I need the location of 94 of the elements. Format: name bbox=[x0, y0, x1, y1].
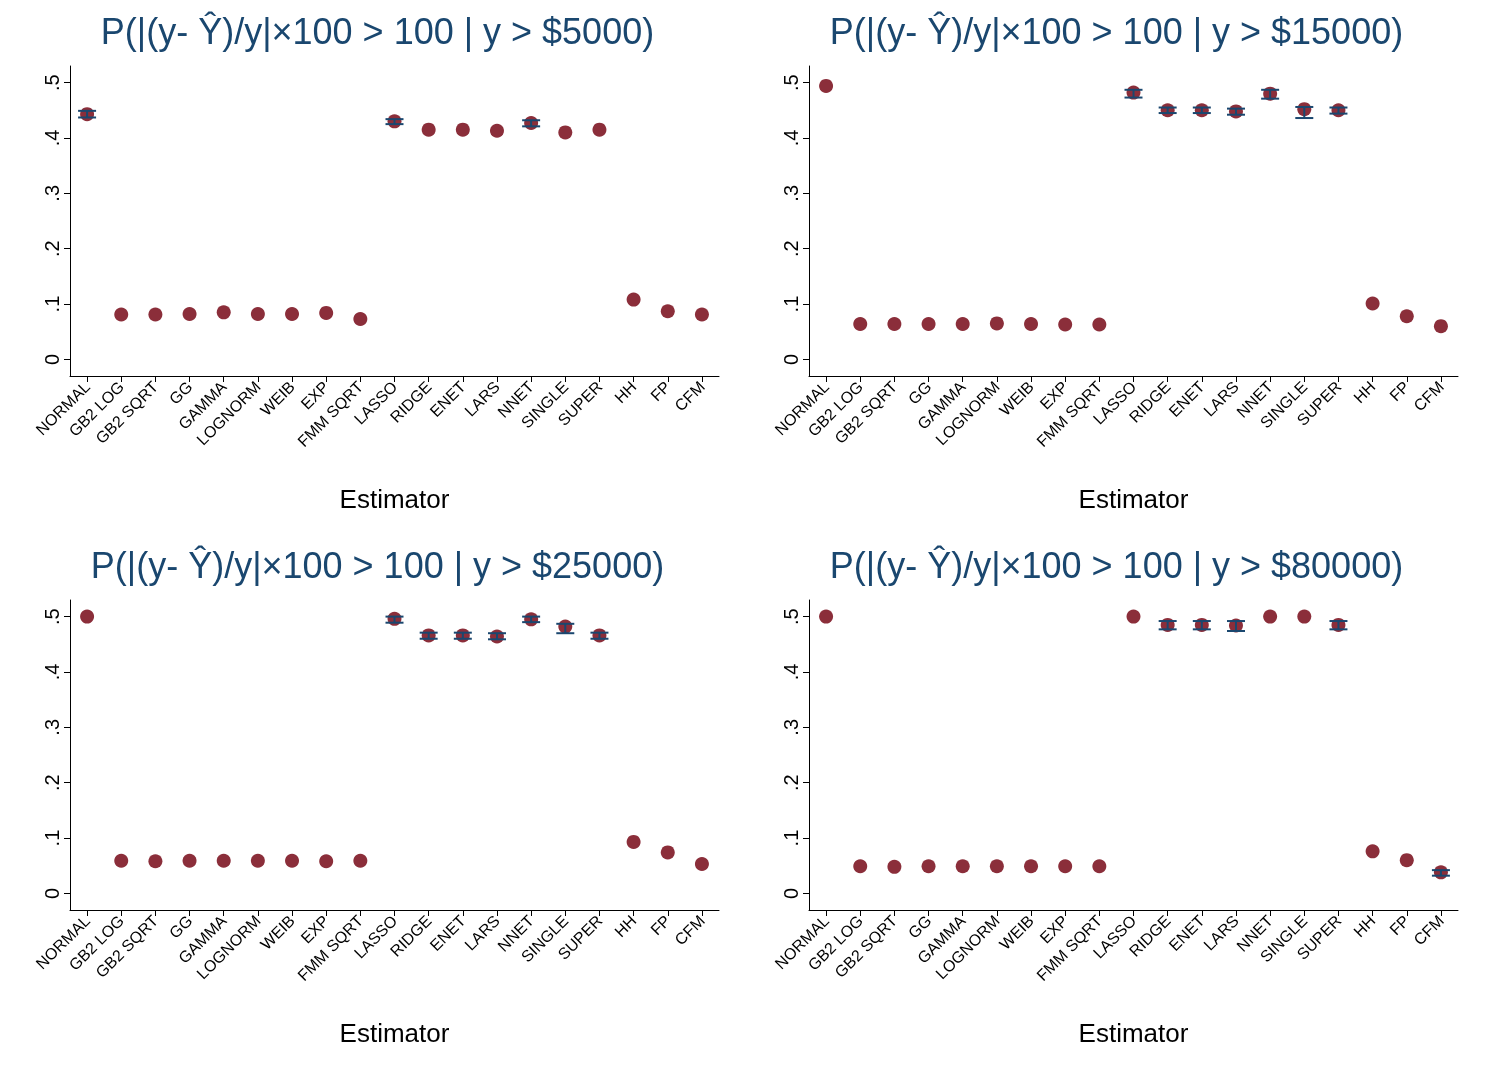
point bbox=[353, 311, 368, 326]
point bbox=[1365, 296, 1380, 311]
point bbox=[250, 307, 265, 321]
x-tick-label: FP bbox=[647, 911, 674, 939]
point bbox=[1058, 859, 1073, 874]
y-tick-label: 0 bbox=[780, 353, 802, 365]
y-tick-label: .1 bbox=[780, 829, 802, 847]
point bbox=[694, 857, 709, 872]
chart-title: P(|(y- Ŷ)/y|×100 > 100 | y > $15000) bbox=[829, 10, 1404, 52]
point bbox=[887, 859, 902, 874]
x-axis-title: Estimator bbox=[1078, 1018, 1189, 1048]
y-tick-label: .5 bbox=[780, 608, 802, 625]
y-tick-label: .3 bbox=[780, 184, 802, 202]
point bbox=[887, 316, 902, 331]
point bbox=[421, 122, 436, 137]
point bbox=[285, 307, 300, 321]
y-tick-label: .4 bbox=[41, 663, 63, 681]
y-tick-label: .1 bbox=[41, 829, 63, 847]
x-tick-label: HH bbox=[1350, 911, 1379, 941]
point bbox=[955, 859, 970, 874]
point bbox=[1024, 316, 1039, 331]
x-axis-title: Estimator bbox=[339, 484, 450, 514]
point bbox=[1365, 844, 1380, 859]
point bbox=[626, 292, 641, 307]
point bbox=[921, 859, 936, 874]
point bbox=[1297, 609, 1312, 624]
y-tick-label: .4 bbox=[780, 129, 802, 147]
point bbox=[114, 307, 129, 322]
x-axis-title: Estimator bbox=[1078, 484, 1189, 514]
point bbox=[660, 845, 675, 860]
point bbox=[853, 316, 868, 331]
point bbox=[989, 859, 1004, 874]
point bbox=[1058, 317, 1073, 332]
point bbox=[216, 853, 231, 868]
y-tick-label: .4 bbox=[41, 129, 63, 147]
x-tick-label: HH bbox=[611, 377, 640, 407]
point bbox=[1024, 859, 1039, 874]
point bbox=[558, 125, 573, 140]
point bbox=[853, 859, 868, 874]
y-tick-label: .3 bbox=[41, 184, 63, 202]
point bbox=[114, 853, 129, 868]
y-tick-label: 0 bbox=[41, 887, 63, 899]
y-tick-label: 0 bbox=[780, 887, 802, 899]
point bbox=[182, 307, 197, 321]
point bbox=[80, 609, 95, 624]
point bbox=[955, 316, 970, 331]
point bbox=[592, 122, 607, 137]
point bbox=[148, 854, 163, 869]
x-tick-label: FP bbox=[1386, 377, 1413, 405]
y-tick-label: .3 bbox=[41, 718, 63, 736]
chart-title: P(|(y- Ŷ)/y|×100 > 100 | y > $80000) bbox=[829, 544, 1404, 586]
point bbox=[319, 854, 334, 869]
y-tick-label: 0 bbox=[41, 353, 63, 365]
y-tick-label: .1 bbox=[780, 295, 802, 313]
point bbox=[250, 853, 265, 868]
point bbox=[921, 316, 936, 331]
point bbox=[1433, 319, 1448, 334]
point bbox=[694, 307, 709, 322]
chart-title: P(|(y- Ŷ)/y|×100 > 100 | y > $25000) bbox=[90, 544, 665, 586]
point bbox=[455, 122, 470, 137]
x-tick-label: FP bbox=[647, 377, 674, 405]
point bbox=[1263, 609, 1278, 624]
point bbox=[353, 853, 368, 868]
point bbox=[182, 853, 197, 868]
point bbox=[319, 305, 334, 320]
y-tick-label: .2 bbox=[780, 774, 802, 792]
point bbox=[1092, 859, 1107, 874]
point bbox=[216, 305, 231, 320]
y-tick-label: .2 bbox=[41, 774, 63, 792]
point bbox=[660, 304, 675, 319]
y-tick-label: .2 bbox=[41, 240, 63, 258]
point bbox=[1126, 609, 1141, 624]
x-tick-label: FP bbox=[1386, 911, 1413, 939]
x-axis-title: Estimator bbox=[339, 1018, 450, 1048]
point bbox=[626, 834, 641, 849]
point bbox=[819, 609, 834, 624]
y-tick-label: .4 bbox=[780, 663, 802, 681]
point bbox=[1399, 853, 1414, 868]
point bbox=[148, 307, 163, 322]
point bbox=[489, 123, 504, 138]
y-tick-label: .5 bbox=[780, 74, 802, 91]
y-tick-label: .2 bbox=[780, 240, 802, 258]
point bbox=[989, 316, 1004, 331]
point bbox=[819, 78, 834, 93]
y-tick-label: .3 bbox=[780, 718, 802, 736]
chart-title: P(|(y- Ŷ)/y|×100 > 100 | y > $5000) bbox=[100, 10, 655, 52]
point bbox=[1399, 309, 1414, 324]
point bbox=[1092, 317, 1107, 332]
point bbox=[285, 853, 300, 868]
y-tick-label: .5 bbox=[41, 608, 63, 625]
y-tick-label: .5 bbox=[41, 74, 63, 91]
y-tick-label: .1 bbox=[41, 295, 63, 313]
x-tick-label: HH bbox=[611, 911, 640, 941]
x-tick-label: HH bbox=[1350, 377, 1379, 407]
